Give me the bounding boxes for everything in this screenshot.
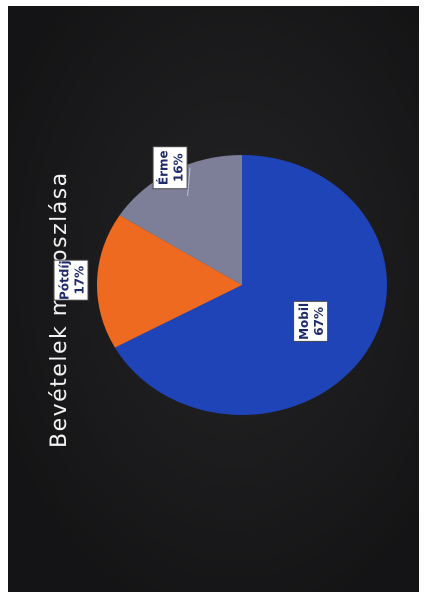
pie-slice-érme	[119, 154, 242, 285]
slice-label-percent: 17%	[73, 266, 87, 295]
slice-labels: Mobil 67% Érme 16% Pótdíj 17%	[53, 146, 329, 342]
slice-label-name: Pótdíj	[58, 260, 72, 300]
leader-lines	[187, 167, 191, 197]
slice-label-pótdíj: Pótdíj 17%	[53, 259, 89, 301]
pie-slice-pótdíj	[96, 215, 242, 348]
slice-label-box	[293, 300, 329, 342]
slice-label-mobil: Mobil 67%	[293, 300, 329, 342]
slice-label-box	[152, 146, 188, 190]
pie-slice-mobil	[114, 155, 387, 415]
chart-title: Bevételek megoszlása	[47, 171, 72, 448]
pie-slices	[96, 154, 387, 415]
slice-label-name: Érme	[156, 150, 171, 185]
slice-label-name: Mobil	[297, 303, 311, 340]
slice-label-percent: 67%	[312, 307, 326, 336]
slice-label-percent: 16%	[172, 153, 186, 182]
leader-line-erme	[187, 167, 191, 197]
slice-label-box	[53, 259, 89, 301]
slice-label-érme: Érme 16%	[152, 146, 188, 190]
